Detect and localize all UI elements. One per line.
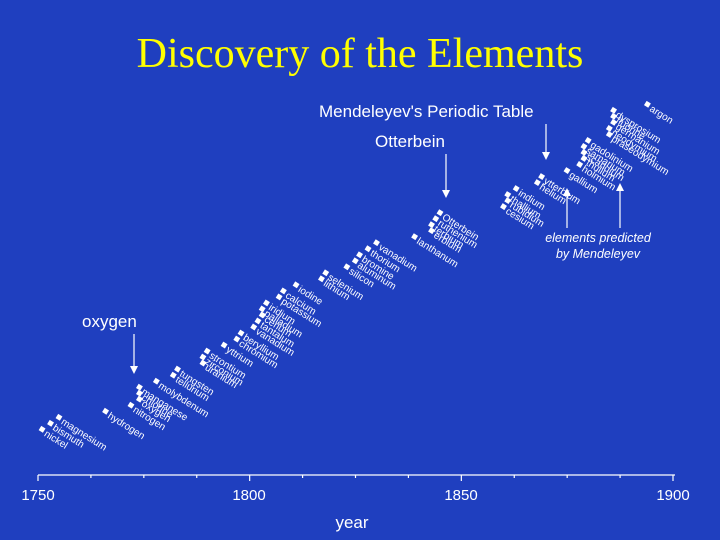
point-marker [610, 106, 618, 114]
point-marker [351, 257, 359, 265]
x-axis-label: year [335, 513, 368, 532]
point-marker [322, 269, 330, 277]
tick-label-1850: 1850 [444, 487, 477, 504]
annotation-otterbein: Otterbein [375, 132, 445, 151]
data-point-argon: argon [643, 100, 675, 127]
tick-label-1750: 1750 [21, 487, 54, 504]
point-marker [279, 287, 287, 295]
point-marker [364, 245, 372, 253]
point-marker [504, 197, 512, 205]
point-marker [428, 227, 435, 235]
point-marker [169, 371, 177, 379]
point-marker [533, 179, 541, 186]
point-marker [199, 359, 207, 367]
point-marker [127, 401, 135, 409]
point-marker [373, 239, 380, 247]
point-marker [610, 112, 618, 120]
tick-label-1900: 1900 [656, 487, 689, 504]
point-marker [237, 329, 245, 337]
point-marker [203, 347, 211, 355]
annotation-oxygen-arrowhead [130, 366, 138, 374]
point-marker [576, 161, 584, 168]
x-axis-ticks [37, 475, 674, 481]
annotation-predicted-arrowhead-2 [616, 183, 624, 191]
point-marker [580, 155, 588, 162]
point-marker [563, 167, 571, 174]
point-marker [343, 263, 351, 271]
annotation-predicted-arrowhead-1 [563, 188, 571, 196]
point-marker [254, 317, 262, 325]
data-points: nickelbismuthmagnesiumhydrogennitrogenox… [38, 100, 675, 453]
annotation-predicted-line2: by Mendeleyev [556, 247, 641, 261]
point-marker [504, 191, 512, 199]
annotation-otterbein-arrowhead [442, 190, 450, 198]
point-marker [102, 407, 110, 415]
point-marker [152, 377, 160, 385]
point-marker [318, 275, 325, 283]
tick-label-1800: 1800 [232, 487, 265, 504]
point-marker [47, 419, 54, 427]
point-marker [436, 209, 444, 217]
point-marker [38, 425, 46, 433]
point-label: argon [647, 104, 675, 127]
annotation-periodic-table-arrowhead [542, 152, 550, 160]
point-marker [584, 136, 592, 144]
point-marker [610, 118, 618, 126]
point-marker [233, 335, 241, 343]
point-marker [643, 100, 651, 108]
point-marker [428, 221, 435, 229]
point-marker [512, 185, 520, 193]
point-marker [605, 130, 613, 138]
point-marker [258, 311, 266, 319]
point-marker [275, 293, 283, 301]
point-marker [55, 413, 63, 421]
point-marker [605, 124, 613, 132]
point-marker [538, 173, 546, 180]
point-marker [580, 142, 588, 150]
point-marker [250, 323, 258, 331]
annotation-periodic-table: Mendeleyev's Periodic Table [319, 102, 534, 121]
point-marker [135, 395, 143, 403]
point-marker [135, 383, 143, 391]
point-marker [262, 299, 270, 307]
annotation-oxygen: oxygen [82, 312, 137, 331]
point-marker [199, 353, 207, 361]
point-marker [500, 203, 507, 211]
annotation-predicted-line1: elements predicted [545, 231, 652, 245]
point-marker [292, 281, 300, 289]
point-marker [135, 389, 143, 397]
point-marker [220, 341, 228, 349]
x-axis: 1750 1800 1850 1900 year [21, 474, 690, 532]
slide-title: Discovery of the Elements [136, 31, 584, 77]
point-marker [580, 149, 588, 156]
annotations: oxygen Mendeleyev's Periodic Table Otter… [82, 102, 652, 374]
point-marker [356, 251, 364, 259]
point-marker [411, 233, 419, 241]
point-marker [432, 215, 440, 223]
point-marker [258, 305, 266, 313]
point-marker [174, 365, 181, 373]
